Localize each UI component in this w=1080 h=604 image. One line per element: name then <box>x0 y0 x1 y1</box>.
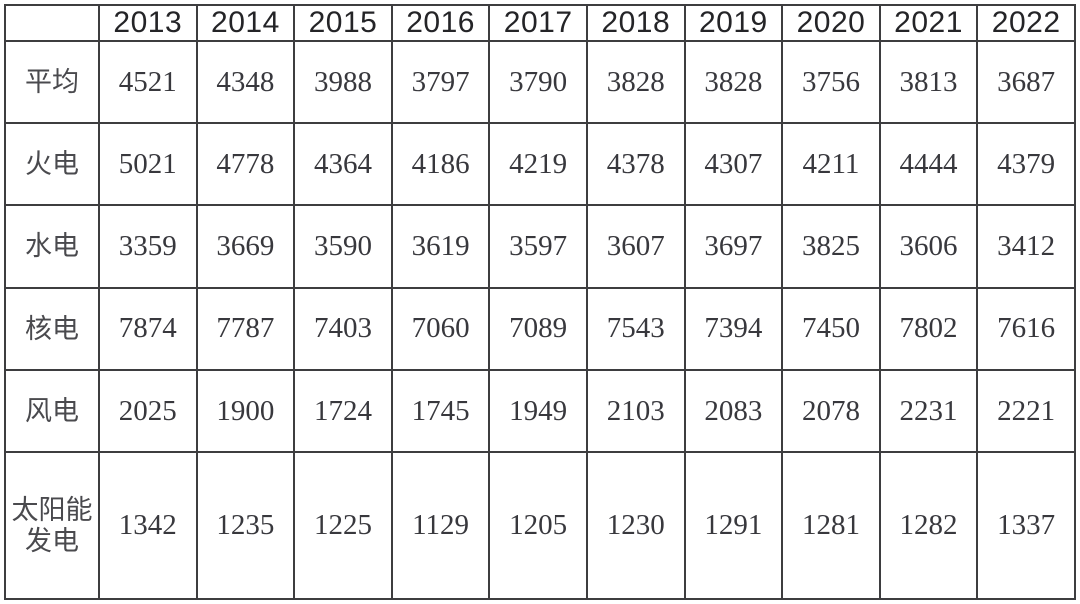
value-cell: 4521 <box>98 39 198 125</box>
table-row: 风电 2025 1900 1724 1745 1949 2103 2083 2078 2231 22… <box>4 368 1076 454</box>
value-cell: 3590 <box>293 204 393 289</box>
value-cell: 1900 <box>195 368 296 454</box>
table-row: 太阳能发电 1342 1235 1225 1129 1205 1230 1291 1281 128… <box>4 451 1076 600</box>
value-cell: 2231 <box>878 368 979 454</box>
row-label: 太阳能发电 <box>4 451 100 600</box>
value-cell: 2083 <box>683 368 784 454</box>
value-cell: 3669 <box>195 204 296 289</box>
year-header: 2016 <box>390 4 491 42</box>
value-cell: 3813 <box>878 39 979 125</box>
value-cell: 7403 <box>293 286 393 371</box>
value-cell: 7450 <box>781 286 881 371</box>
value-cell: 3687 <box>976 39 1076 125</box>
year-header: 2013 <box>98 4 198 42</box>
value-cell: 3797 <box>390 39 491 125</box>
header-row: 2013 2014 2015 2016 2017 2018 2019 2020 2021 2022 <box>4 4 1076 42</box>
value-cell: 1724 <box>293 368 393 454</box>
value-cell: 4778 <box>195 122 296 207</box>
value-cell: 3988 <box>293 39 393 125</box>
row-label: 水电 <box>4 204 100 289</box>
year-header: 2018 <box>585 4 686 42</box>
year-header: 2019 <box>683 4 784 42</box>
value-cell: 3756 <box>781 39 881 125</box>
value-cell: 7616 <box>976 286 1076 371</box>
row-label: 核电 <box>4 286 100 371</box>
value-cell: 5021 <box>98 122 198 207</box>
value-cell: 1235 <box>195 451 296 600</box>
corner-cell <box>4 4 100 42</box>
power-generation-table: 2013 2014 2015 2016 2017 2018 2019 2020 2021 2022… <box>4 4 1076 600</box>
row-label: 平均 <box>4 39 100 125</box>
value-cell: 1337 <box>976 451 1076 600</box>
value-cell: 1225 <box>293 451 393 600</box>
table-row: 水电 3359 3669 3590 3619 3597 3607 3697 3825 3606 34… <box>4 204 1076 289</box>
year-header: 2014 <box>195 4 296 42</box>
year-header: 2022 <box>976 4 1076 42</box>
value-cell: 2078 <box>781 368 881 454</box>
value-cell: 1129 <box>390 451 491 600</box>
table-row: 平均 4521 4348 3988 3797 3790 3828 3828 3756 3813 36… <box>4 39 1076 125</box>
value-cell: 3825 <box>781 204 881 289</box>
value-cell: 3619 <box>390 204 491 289</box>
year-header: 2017 <box>488 4 588 42</box>
value-cell: 7060 <box>390 286 491 371</box>
table-row: 核电 7874 7787 7403 7060 7089 7543 7394 7450 7802 76… <box>4 286 1076 371</box>
value-cell: 3607 <box>585 204 686 289</box>
year-header: 2015 <box>293 4 393 42</box>
value-cell: 7543 <box>585 286 686 371</box>
value-cell: 2103 <box>585 368 686 454</box>
value-cell: 2025 <box>98 368 198 454</box>
value-cell: 1291 <box>683 451 784 600</box>
value-cell: 3828 <box>683 39 784 125</box>
value-cell: 7787 <box>195 286 296 371</box>
value-cell: 4219 <box>488 122 588 207</box>
value-cell: 1342 <box>98 451 198 600</box>
value-cell: 3606 <box>878 204 979 289</box>
value-cell: 7874 <box>98 286 198 371</box>
value-cell: 1745 <box>390 368 491 454</box>
row-label: 火电 <box>4 122 100 207</box>
value-cell: 3597 <box>488 204 588 289</box>
value-cell: 1949 <box>488 368 588 454</box>
value-cell: 1281 <box>781 451 881 600</box>
value-cell: 3828 <box>585 39 686 125</box>
value-cell: 7802 <box>878 286 979 371</box>
value-cell: 3697 <box>683 204 784 289</box>
value-cell: 1205 <box>488 451 588 600</box>
table-row: 火电 5021 4778 4364 4186 4219 4378 4307 4211 4444 43… <box>4 122 1076 207</box>
value-cell: 4444 <box>878 122 979 207</box>
value-cell: 4364 <box>293 122 393 207</box>
value-cell: 3790 <box>488 39 588 125</box>
value-cell: 1230 <box>585 451 686 600</box>
value-cell: 4379 <box>976 122 1076 207</box>
table-body: 平均 4521 4348 3988 3797 3790 3828 3828 3756 3813 36… <box>4 39 1076 600</box>
value-cell: 4348 <box>195 39 296 125</box>
value-cell: 1282 <box>878 451 979 600</box>
value-cell: 2221 <box>976 368 1076 454</box>
year-header: 2020 <box>781 4 881 42</box>
year-header: 2021 <box>878 4 979 42</box>
value-cell: 4307 <box>683 122 784 207</box>
row-label: 风电 <box>4 368 100 454</box>
value-cell: 4186 <box>390 122 491 207</box>
value-cell: 7394 <box>683 286 784 371</box>
value-cell: 3359 <box>98 204 198 289</box>
value-cell: 3412 <box>976 204 1076 289</box>
value-cell: 4378 <box>585 122 686 207</box>
value-cell: 7089 <box>488 286 588 371</box>
value-cell: 4211 <box>781 122 881 207</box>
